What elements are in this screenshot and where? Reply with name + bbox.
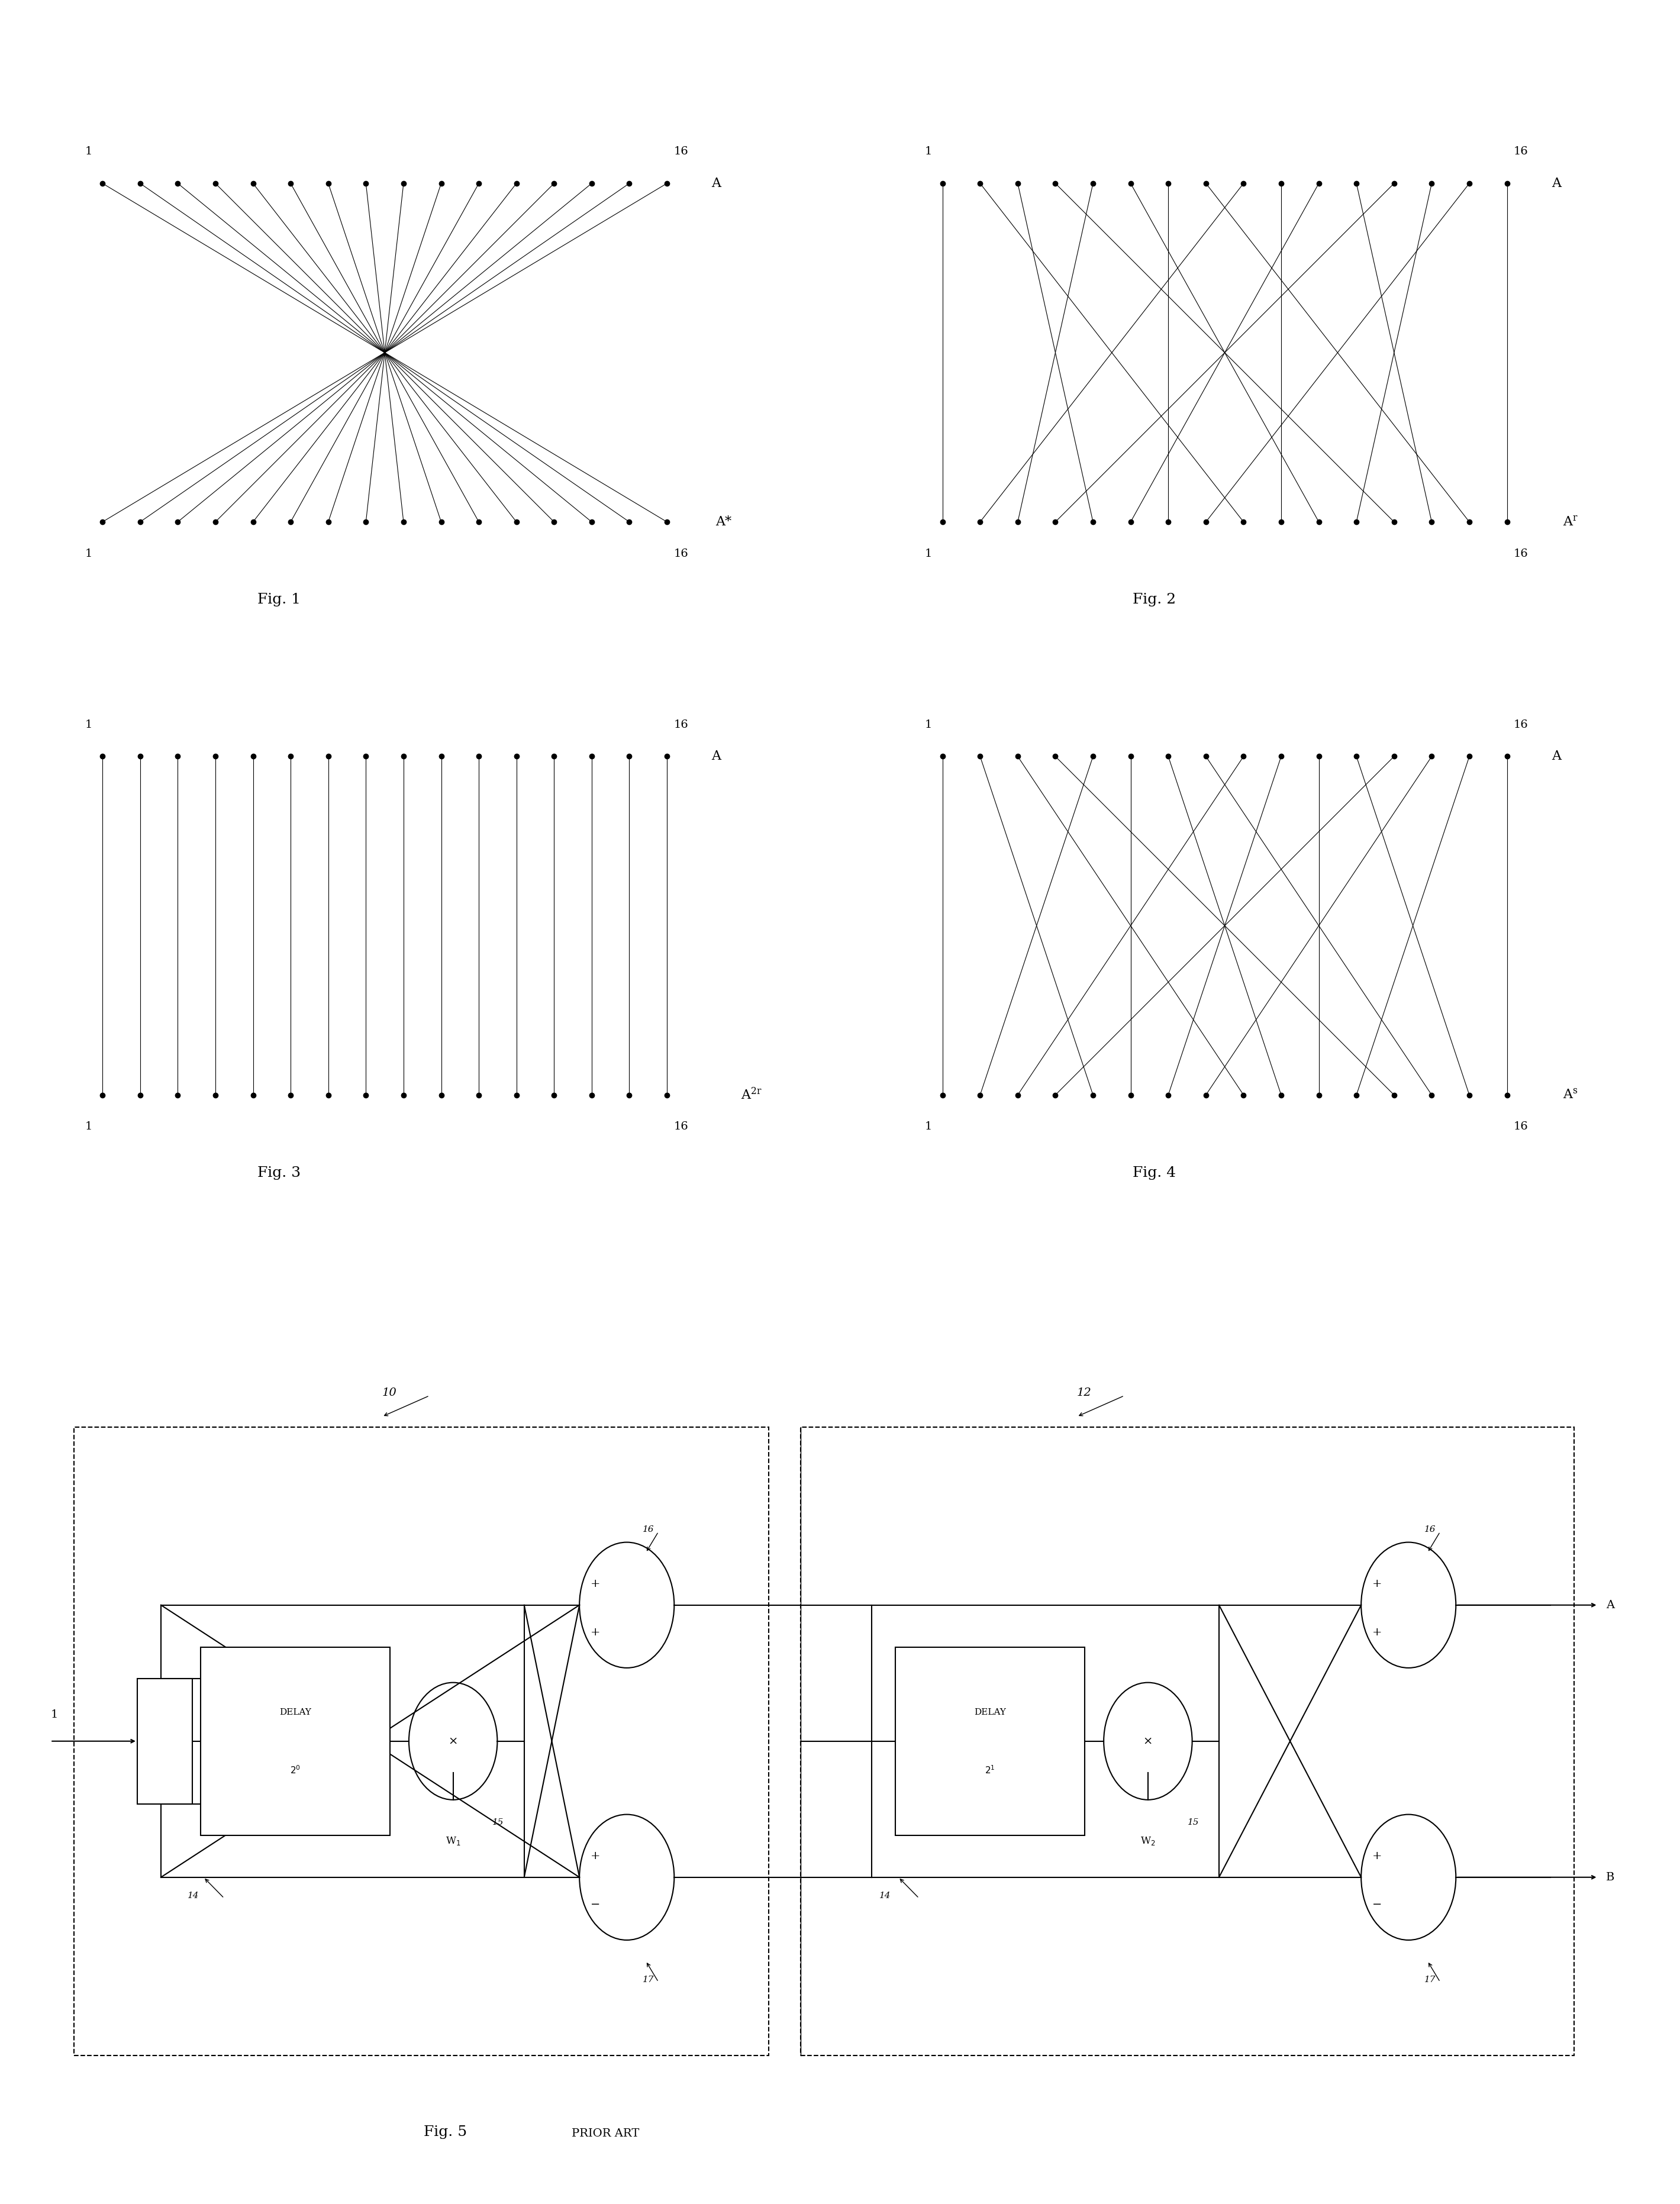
Text: +: + — [590, 1627, 600, 1638]
Text: ×: × — [1142, 1737, 1152, 1746]
Text: 1: 1 — [924, 719, 932, 730]
Text: +: + — [590, 1578, 600, 1589]
Text: Fig. 5: Fig. 5 — [423, 2125, 467, 2138]
Text: B: B — [1606, 1871, 1614, 1882]
Text: 14: 14 — [880, 1891, 890, 1900]
Text: A$\mathregular{^r}$: A$\mathregular{^r}$ — [1562, 516, 1578, 529]
Text: PRIOR ART: PRIOR ART — [571, 2129, 638, 2138]
Text: DELAY: DELAY — [974, 1708, 1006, 1717]
Text: $2^0$: $2^0$ — [291, 1765, 301, 1776]
Text: W$_2$: W$_2$ — [1141, 1836, 1156, 1847]
Text: 16: 16 — [674, 719, 689, 730]
Text: A$\mathregular{^s}$: A$\mathregular{^s}$ — [1562, 1089, 1578, 1102]
Text: 1: 1 — [924, 549, 932, 560]
Text: ×: × — [449, 1737, 459, 1746]
Text: 1: 1 — [84, 1122, 92, 1133]
Text: Fig. 4: Fig. 4 — [1132, 1166, 1176, 1179]
Text: 14: 14 — [188, 1891, 200, 1900]
Text: W$_1$: W$_1$ — [445, 1836, 460, 1847]
Text: 17: 17 — [1425, 1975, 1436, 1984]
Bar — [138, 1679, 193, 1803]
Text: 16: 16 — [1514, 145, 1529, 156]
Text: 16: 16 — [1514, 719, 1529, 730]
Text: 1: 1 — [924, 1122, 932, 1133]
Text: A: A — [1552, 176, 1561, 190]
Bar — [895, 1646, 1085, 1836]
Text: 12: 12 — [1077, 1386, 1092, 1397]
Text: A$\mathregular{^{2r}}$: A$\mathregular{^{2r}}$ — [741, 1087, 763, 1102]
Text: Fig. 1: Fig. 1 — [257, 593, 301, 606]
Text: Fig. 2: Fig. 2 — [1132, 593, 1176, 606]
Text: A: A — [712, 176, 721, 190]
Text: 10: 10 — [381, 1386, 396, 1397]
Text: +: + — [1373, 1578, 1383, 1589]
Text: 16: 16 — [1514, 1122, 1529, 1133]
Text: 16: 16 — [674, 145, 689, 156]
Text: 1: 1 — [50, 1710, 57, 1719]
Text: 1: 1 — [84, 549, 92, 560]
Text: 16: 16 — [1425, 1525, 1436, 1534]
Bar — [200, 1646, 390, 1836]
Text: 15: 15 — [1188, 1818, 1200, 1827]
Text: −: − — [590, 1900, 600, 1911]
Text: 15: 15 — [492, 1818, 504, 1827]
Text: +: + — [590, 1851, 600, 1862]
Text: A: A — [1552, 749, 1561, 763]
Text: +: + — [1373, 1627, 1383, 1638]
Text: A*: A* — [716, 516, 731, 529]
Text: 1: 1 — [924, 145, 932, 156]
Text: $2^1$: $2^1$ — [984, 1765, 995, 1776]
Text: Fig. 3: Fig. 3 — [257, 1166, 301, 1179]
Text: −: − — [1373, 1900, 1381, 1911]
Text: DELAY: DELAY — [279, 1708, 311, 1717]
Text: +: + — [1373, 1851, 1383, 1862]
Text: 16: 16 — [1514, 549, 1529, 560]
Text: A: A — [1606, 1600, 1614, 1611]
Text: 1: 1 — [84, 145, 92, 156]
Text: 16: 16 — [642, 1525, 654, 1534]
Text: 1: 1 — [84, 719, 92, 730]
Text: 16: 16 — [674, 1122, 689, 1133]
Text: A: A — [712, 749, 721, 763]
Text: 16: 16 — [674, 549, 689, 560]
Text: 17: 17 — [642, 1975, 654, 1984]
